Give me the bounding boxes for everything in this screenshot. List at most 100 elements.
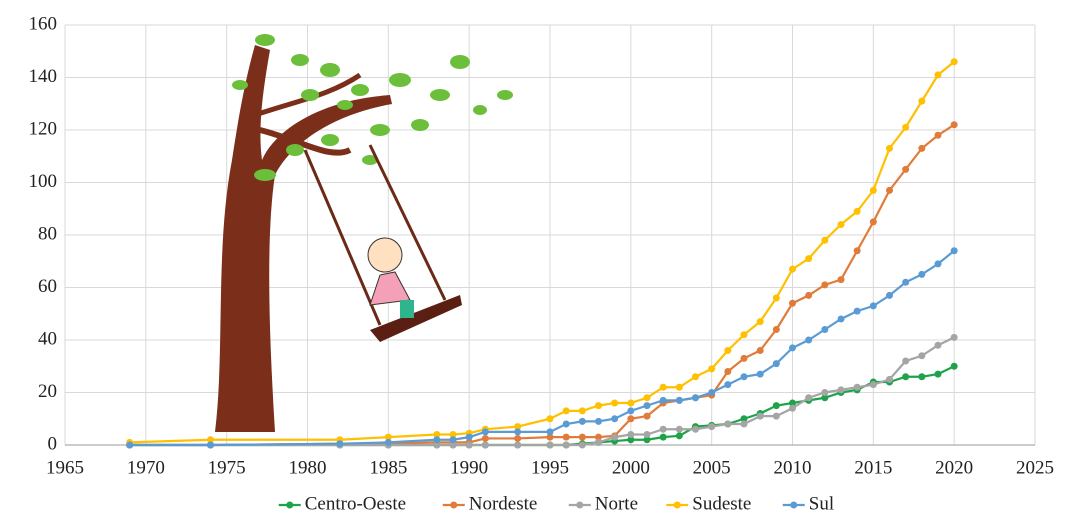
- data-point: [546, 415, 554, 423]
- data-point: [934, 370, 942, 378]
- data-point: [853, 207, 861, 215]
- data-point: [756, 318, 764, 326]
- data-point: [627, 415, 635, 423]
- y-tick-label: 100: [29, 171, 58, 192]
- data-point: [821, 236, 829, 244]
- data-point: [692, 394, 699, 402]
- data-point: [562, 433, 570, 441]
- data-point: [950, 121, 958, 129]
- data-point: [611, 415, 619, 423]
- data-point: [546, 433, 554, 441]
- data-point: [708, 389, 716, 396]
- data-point: [481, 441, 489, 449]
- data-point: [659, 383, 667, 391]
- data-point: [546, 428, 554, 436]
- data-point: [740, 415, 748, 423]
- data-point: [449, 436, 457, 444]
- data-point: [675, 432, 683, 440]
- y-tick-label: 60: [38, 276, 57, 297]
- data-point: [756, 370, 764, 378]
- y-tick-label: 140: [29, 66, 58, 87]
- data-point: [821, 394, 829, 402]
- y-tick-label: 40: [38, 328, 57, 349]
- data-point: [837, 315, 845, 323]
- data-point: [481, 428, 489, 436]
- data-point: [740, 420, 748, 428]
- data-point: [902, 165, 910, 173]
- data-point: [692, 425, 699, 433]
- x-tick-label: 2020: [935, 457, 973, 478]
- data-point: [336, 440, 344, 448]
- data-point: [514, 434, 522, 442]
- x-tick-label: 2025: [1016, 457, 1054, 478]
- data-point: [643, 436, 651, 444]
- data-point: [918, 144, 926, 152]
- data-point: [562, 407, 570, 415]
- legend-marker: [450, 501, 458, 509]
- data-point: [902, 278, 910, 286]
- data-point: [950, 247, 958, 255]
- data-point: [433, 436, 441, 444]
- data-point: [465, 433, 473, 441]
- data-point: [740, 331, 748, 339]
- data-point: [514, 441, 522, 449]
- data-point: [724, 381, 732, 389]
- data-point: [902, 373, 910, 381]
- data-point: [805, 291, 813, 299]
- data-point: [643, 394, 651, 402]
- data-point: [595, 438, 602, 446]
- data-point: [659, 433, 667, 441]
- x-tick-label: 2010: [774, 457, 812, 478]
- data-point: [837, 276, 845, 284]
- data-point: [627, 431, 635, 438]
- data-point: [869, 381, 877, 389]
- data-point: [789, 299, 796, 307]
- data-point: [805, 336, 813, 344]
- data-point: [772, 294, 780, 302]
- legend-marker: [576, 501, 584, 509]
- data-point: [869, 218, 877, 226]
- y-tick-label: 120: [29, 118, 58, 139]
- data-point: [902, 357, 910, 365]
- data-point: [546, 441, 554, 449]
- data-point: [433, 441, 441, 449]
- data-point: [821, 389, 829, 396]
- data-point: [853, 247, 861, 255]
- legend-marker: [286, 501, 294, 509]
- data-point: [384, 438, 392, 446]
- data-point: [918, 97, 926, 105]
- data-point: [207, 436, 214, 444]
- data-point: [950, 58, 958, 66]
- data-point: [562, 420, 570, 428]
- data-point: [886, 144, 893, 152]
- data-point: [659, 396, 667, 404]
- data-point: [578, 433, 586, 441]
- data-point: [805, 255, 813, 263]
- data-point: [853, 383, 861, 391]
- data-point: [611, 433, 619, 441]
- data-point: [627, 399, 635, 407]
- legend-label: Centro-Oeste: [305, 493, 406, 514]
- legend: Centro-Oeste Nordeste Norte Sudeste Sul: [278, 493, 834, 514]
- data-point: [481, 434, 489, 442]
- data-point: [724, 368, 732, 375]
- data-point: [692, 373, 699, 381]
- data-point: [869, 302, 877, 310]
- data-point: [595, 433, 602, 441]
- data-point: [789, 399, 796, 407]
- data-point: [675, 383, 683, 391]
- data-point: [659, 425, 667, 433]
- data-point: [821, 326, 829, 333]
- x-tick-label: 1970: [127, 457, 165, 478]
- data-point: [789, 404, 796, 412]
- data-point: [675, 396, 683, 404]
- data-point: [514, 428, 522, 436]
- tree-swing-illustration: [215, 34, 513, 432]
- data-point: [918, 270, 926, 278]
- x-tick-label: 1990: [450, 457, 488, 478]
- data-point: [207, 441, 214, 449]
- data-point: [675, 425, 683, 433]
- y-tick-label: 20: [38, 381, 57, 402]
- data-point: [950, 333, 958, 341]
- data-point: [918, 352, 926, 360]
